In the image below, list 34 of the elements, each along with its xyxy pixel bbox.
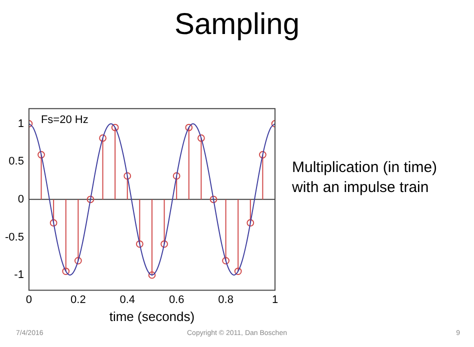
point bbox=[259, 151, 266, 158]
annotation: Fs=20 Hz bbox=[40, 114, 88, 126]
x-tick-label: 1 bbox=[272, 294, 278, 306]
point bbox=[86, 196, 94, 204]
point bbox=[62, 268, 70, 275]
x-tick-label: 0.6 bbox=[168, 294, 184, 306]
point bbox=[111, 124, 119, 132]
x-axis-title: time (seconds) bbox=[109, 308, 195, 324]
x-tick-label: 0 bbox=[26, 294, 32, 306]
point bbox=[172, 172, 180, 180]
point bbox=[185, 124, 193, 132]
chart-title: Sampling bbox=[173, 8, 301, 42]
point bbox=[148, 271, 156, 279]
point bbox=[50, 219, 58, 227]
point bbox=[38, 151, 45, 158]
point bbox=[234, 268, 242, 275]
x-tick-label: 0.8 bbox=[218, 294, 234, 306]
y-tick-label: 0.5 bbox=[8, 156, 24, 168]
point bbox=[197, 134, 205, 142]
text: Multiplication (in time) with an impulse train bbox=[292, 158, 438, 198]
point bbox=[99, 134, 106, 142]
point bbox=[210, 196, 218, 204]
y-tick-label: -0.5 bbox=[4, 231, 24, 244]
point bbox=[222, 256, 230, 264]
y-tick-label: 0 bbox=[18, 193, 24, 206]
x-tick-label: 0.4 bbox=[120, 294, 136, 306]
y-tick-label: -1 bbox=[14, 269, 24, 282]
point bbox=[124, 172, 132, 180]
point bbox=[246, 219, 254, 227]
point bbox=[74, 256, 82, 264]
y-tick-label: 1 bbox=[18, 118, 24, 130]
x-tick-label: 0.2 bbox=[70, 294, 86, 306]
point bbox=[160, 240, 168, 248]
point bbox=[136, 240, 144, 248]
